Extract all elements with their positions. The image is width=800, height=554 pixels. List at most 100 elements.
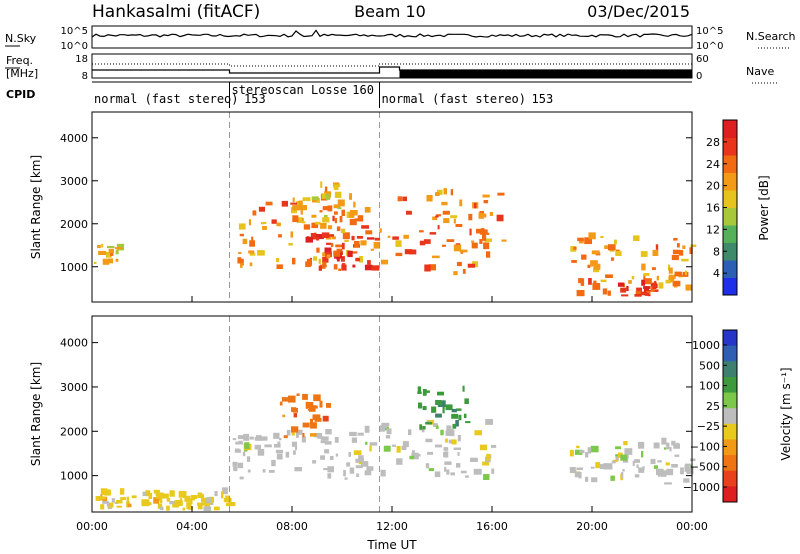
- heatmap-cell: [305, 401, 309, 409]
- heatmap-cell: [290, 231, 294, 238]
- heatmap-cell: [591, 477, 598, 483]
- heatmap-cell: [328, 234, 335, 237]
- heatmap-cell: [108, 248, 114, 254]
- heatmap-cell: [206, 497, 211, 504]
- heatmap-cell: [190, 495, 198, 499]
- heatmap-cell: [470, 457, 478, 462]
- heatmap-cell: [325, 193, 331, 200]
- heatmap-cell: [469, 228, 472, 236]
- colorbar-tick-label: 16: [706, 202, 720, 215]
- heatmap-cell: [369, 442, 378, 446]
- heatmap-cell: [640, 251, 648, 257]
- heatmap-cell: [355, 257, 360, 262]
- heatmap-cell: [197, 503, 203, 510]
- heatmap-cell: [424, 264, 431, 272]
- heatmap-cell: [317, 198, 320, 203]
- heatmap-cell: [119, 488, 125, 495]
- heatmap-cell: [411, 452, 419, 460]
- heatmap-cell: [310, 418, 314, 425]
- heatmap-cell: [163, 493, 169, 499]
- heatmap-cell: [684, 463, 691, 467]
- heatmap-cell: [238, 440, 243, 444]
- heatmap-cell: [483, 474, 490, 480]
- heatmap-cell: [465, 421, 471, 424]
- heatmap-cell: [682, 245, 686, 249]
- heatmap-cell: [634, 459, 640, 463]
- heatmap-cell: [443, 447, 449, 451]
- heatmap-cell: [182, 495, 185, 498]
- heatmap-cell: [102, 258, 110, 265]
- heatmap-cell: [395, 252, 403, 257]
- heatmap-cell: [684, 270, 687, 275]
- heatmap-cell: [186, 502, 192, 509]
- heatmap-cell: [155, 490, 160, 496]
- heatmap-cell: [643, 274, 646, 280]
- heatmap-cell: [392, 444, 396, 447]
- colorbar-tick-label: 12: [706, 223, 720, 236]
- heatmap-cell: [419, 240, 426, 246]
- heatmap-cell: [262, 226, 267, 230]
- heatmap-cell: [226, 502, 234, 507]
- heatmap-cell: [638, 467, 645, 473]
- heatmap-cell: [334, 211, 338, 215]
- nsearch-label: N.Search: [746, 30, 796, 43]
- heatmap-cell: [661, 437, 667, 445]
- x-tick-label: 12:00: [376, 520, 408, 533]
- heatmap-cell: [265, 201, 273, 206]
- colorbar-tick-label: −100: [690, 440, 720, 453]
- colorbar-tick-label: 25: [706, 400, 720, 413]
- heatmap-cell: [330, 242, 334, 247]
- heatmap-cell: [491, 468, 495, 474]
- heatmap-cell: [141, 502, 150, 507]
- heatmap-cell: [302, 197, 311, 202]
- heatmap-cell: [392, 236, 399, 240]
- heatmap-cell: [578, 278, 584, 284]
- heatmap-cell: [383, 445, 391, 452]
- heatmap-cell: [379, 228, 382, 233]
- heatmap-cell: [327, 205, 333, 212]
- heatmap-cell: [665, 462, 670, 466]
- heatmap-cell: [380, 425, 385, 432]
- heatmap-cell: [380, 469, 386, 477]
- heatmap-cell: [615, 456, 619, 461]
- heatmap-cell: [465, 475, 469, 478]
- heatmap-cell: [328, 225, 333, 230]
- heatmap-cell: [359, 256, 363, 263]
- heatmap-cell: [278, 438, 282, 441]
- heatmap-cell: [367, 260, 371, 265]
- heatmap-cell: [100, 504, 105, 510]
- colorbar-segment: [723, 120, 737, 138]
- heatmap-cell: [587, 447, 592, 454]
- heatmap-cell: [643, 286, 651, 289]
- heatmap-cell: [685, 284, 692, 291]
- heatmap-cell: [641, 451, 644, 458]
- heatmap-cell: [591, 250, 600, 255]
- heatmap-cell: [285, 451, 290, 458]
- nave-label: Nave: [746, 65, 774, 78]
- heatmap-cell: [201, 497, 209, 503]
- heatmap-cell: [576, 290, 585, 297]
- heatmap-cell: [314, 433, 322, 438]
- heatmap-cell: [322, 415, 329, 422]
- heatmap-cell: [425, 463, 430, 469]
- heatmap-cell: [462, 385, 465, 392]
- heatmap-cell: [621, 294, 629, 297]
- heatmap-cell: [569, 467, 576, 473]
- heatmap-cell: [333, 186, 339, 191]
- heatmap-cell: [464, 398, 469, 404]
- heatmap-cell: [326, 254, 331, 259]
- heatmap-cell: [422, 426, 426, 430]
- colorbar-segment: [723, 392, 737, 409]
- x-tick-label: 20:00: [576, 520, 608, 533]
- colorbar-segment: [723, 330, 737, 347]
- heatmap-cell: [131, 495, 137, 499]
- heatmap-cell: [222, 487, 228, 495]
- heatmap-cell: [434, 471, 441, 478]
- y-tick-label: 3000: [60, 381, 88, 394]
- heatmap-cell: [273, 432, 280, 439]
- heatmap-cell: [324, 186, 328, 192]
- heatmap-cell: [645, 290, 651, 295]
- heatmap-cell: [288, 243, 293, 246]
- heatmap-cell: [607, 244, 616, 251]
